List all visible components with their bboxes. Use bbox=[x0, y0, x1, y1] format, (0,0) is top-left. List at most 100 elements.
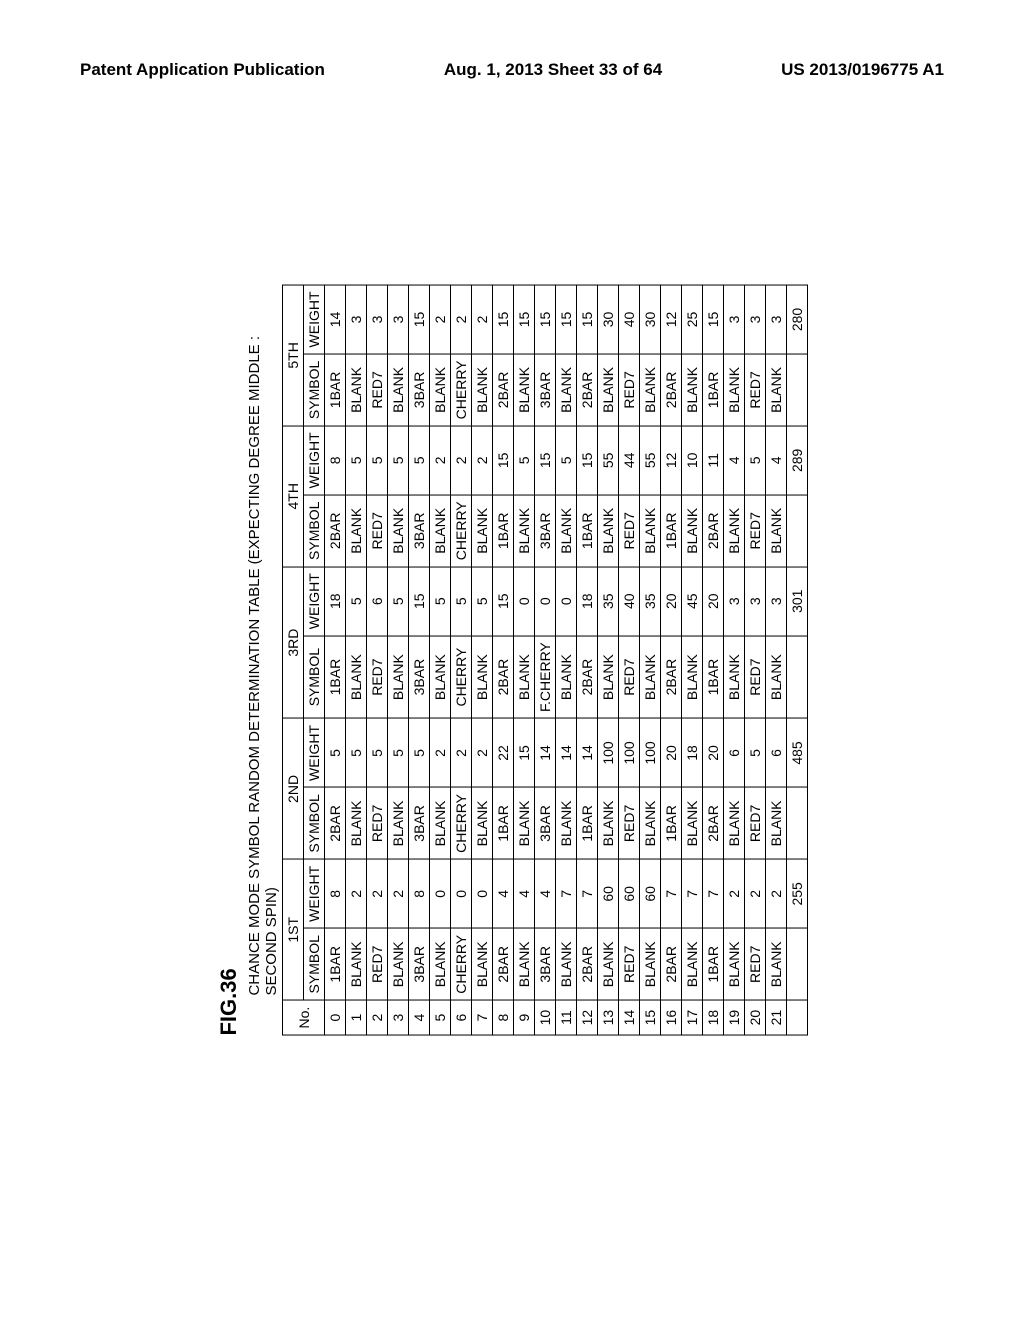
table-cell: 2BAR bbox=[577, 636, 598, 719]
table-row: 43BAR83BAR53BAR153BAR53BAR15 bbox=[409, 285, 430, 1035]
table-cell: 60 bbox=[598, 859, 619, 928]
total-cell bbox=[787, 495, 808, 567]
table-cell: 2BAR bbox=[661, 354, 682, 426]
table-row: 17BLANK7BLANK18BLANK45BLANK10BLANK25 bbox=[682, 285, 703, 1035]
sub-header-row: SYMBOL WEIGHT SYMBOL WEIGHT SYMBOL WEIGH… bbox=[304, 285, 325, 1035]
table-cell: BLANK bbox=[388, 787, 409, 859]
table-cell: RED7 bbox=[619, 495, 640, 567]
table-cell: BLANK bbox=[430, 787, 451, 859]
table-cell: BLANK bbox=[556, 636, 577, 719]
table-cell: BLANK bbox=[598, 354, 619, 426]
table-cell: BLANK bbox=[346, 928, 367, 1000]
table-row: 82BAR41BAR222BAR151BAR152BAR15 bbox=[493, 285, 514, 1035]
total-cell bbox=[787, 928, 808, 1000]
table-cell: BLANK bbox=[682, 636, 703, 719]
table-cell: BLANK bbox=[724, 787, 745, 859]
table-cell: BLANK bbox=[598, 495, 619, 567]
table-cell: 3BAR bbox=[535, 495, 556, 567]
table-cell: 25 bbox=[682, 285, 703, 354]
table-cell: 2 bbox=[430, 285, 451, 354]
table-cell: RED7 bbox=[619, 928, 640, 1000]
table-cell: 2BAR bbox=[325, 787, 346, 859]
table-cell: 15 bbox=[577, 426, 598, 495]
table-cell: 2 bbox=[451, 426, 472, 495]
table-cell: 35 bbox=[598, 567, 619, 636]
table-cell: 20 bbox=[745, 1000, 766, 1035]
total-cell: 485 bbox=[787, 718, 808, 787]
table-cell: 7 bbox=[556, 859, 577, 928]
table-cell: 15 bbox=[409, 285, 430, 354]
table-cell: 1BAR bbox=[661, 787, 682, 859]
total-cell bbox=[787, 787, 808, 859]
table-cell: RED7 bbox=[745, 787, 766, 859]
table-row: 20RED72RED75RED73RED75RED73 bbox=[745, 285, 766, 1035]
table-title: CHANCE MODE SYMBOL RANDOM DETERMINATION … bbox=[246, 284, 280, 995]
table-cell: 12 bbox=[577, 1000, 598, 1035]
table-cell: 5 bbox=[388, 718, 409, 787]
table-cell: 12 bbox=[661, 285, 682, 354]
table-cell: 7 bbox=[472, 1000, 493, 1035]
table-cell: BLANK bbox=[766, 354, 787, 426]
table-row: 181BAR72BAR201BAR202BAR111BAR15 bbox=[703, 285, 724, 1035]
table-row: 5BLANK0BLANK2BLANK5BLANK2BLANK2 bbox=[430, 285, 451, 1035]
table-row: 7BLANK0BLANK2BLANK5BLANK2BLANK2 bbox=[472, 285, 493, 1035]
table-cell: 3BAR bbox=[409, 787, 430, 859]
table-cell: 2 bbox=[745, 859, 766, 928]
table-cell: BLANK bbox=[388, 928, 409, 1000]
table-cell: 15 bbox=[640, 1000, 661, 1035]
table-cell: RED7 bbox=[619, 636, 640, 719]
group-4th: 4TH bbox=[283, 426, 304, 567]
table-cell: 18 bbox=[325, 567, 346, 636]
total-cell bbox=[787, 1000, 808, 1035]
table-cell: 5 bbox=[388, 567, 409, 636]
table-cell: 0 bbox=[514, 567, 535, 636]
table-cell: 0 bbox=[325, 1000, 346, 1035]
table-cell: 5 bbox=[367, 426, 388, 495]
table-row: 15BLANK60BLANK100BLANK35BLANK55BLANK30 bbox=[640, 285, 661, 1035]
table-cell: 3 bbox=[745, 567, 766, 636]
table-cell: 1BAR bbox=[577, 787, 598, 859]
table-cell: 100 bbox=[619, 718, 640, 787]
table-cell: 13 bbox=[598, 1000, 619, 1035]
table-cell: BLANK bbox=[640, 354, 661, 426]
table-cell: 15 bbox=[556, 285, 577, 354]
table-cell: 15 bbox=[577, 285, 598, 354]
table-cell: 5 bbox=[745, 718, 766, 787]
table-cell: CHERRY bbox=[451, 354, 472, 426]
table-cell: F.CHERRY bbox=[535, 636, 556, 719]
table-cell: BLANK bbox=[430, 928, 451, 1000]
table-cell: 10 bbox=[682, 426, 703, 495]
determination-table: No. 1ST 2ND 3RD 4TH 5TH SYMBOL WEIGHT SY… bbox=[282, 284, 808, 1035]
table-cell: 2 bbox=[367, 859, 388, 928]
table-cell: 14 bbox=[577, 718, 598, 787]
table-row: 103BAR43BAR14F.CHERRY03BAR153BAR15 bbox=[535, 285, 556, 1035]
table-cell: BLANK bbox=[556, 354, 577, 426]
group-3rd: 3RD bbox=[283, 567, 304, 719]
table-cell: 1BAR bbox=[493, 787, 514, 859]
table-cell: 22 bbox=[493, 718, 514, 787]
table-cell: 3 bbox=[766, 285, 787, 354]
sub-symbol-3: SYMBOL bbox=[304, 636, 325, 719]
table-row: 11BLANK7BLANK14BLANK0BLANK5BLANK15 bbox=[556, 285, 577, 1035]
table-cell: 10 bbox=[535, 1000, 556, 1035]
table-cell: BLANK bbox=[514, 354, 535, 426]
table-cell: BLANK bbox=[430, 354, 451, 426]
table-cell: 21 bbox=[766, 1000, 787, 1035]
table-cell: 3BAR bbox=[409, 495, 430, 567]
table-cell: 2BAR bbox=[325, 495, 346, 567]
table-cell: BLANK bbox=[514, 636, 535, 719]
table-cell: 1BAR bbox=[661, 495, 682, 567]
table-cell: CHERRY bbox=[451, 495, 472, 567]
table-cell: 18 bbox=[577, 567, 598, 636]
table-cell: RED7 bbox=[367, 787, 388, 859]
table-cell: 3BAR bbox=[535, 354, 556, 426]
col-no: No. bbox=[283, 1000, 325, 1035]
table-cell: BLANK bbox=[724, 636, 745, 719]
table-cell: 44 bbox=[619, 426, 640, 495]
table-cell: 4 bbox=[724, 426, 745, 495]
table-cell: 15 bbox=[514, 285, 535, 354]
table-cell: 2 bbox=[388, 859, 409, 928]
table-cell: 15 bbox=[493, 426, 514, 495]
table-cell: 40 bbox=[619, 285, 640, 354]
table-body: 01BAR82BAR51BAR182BAR81BAR141BLANK2BLANK… bbox=[325, 285, 808, 1035]
